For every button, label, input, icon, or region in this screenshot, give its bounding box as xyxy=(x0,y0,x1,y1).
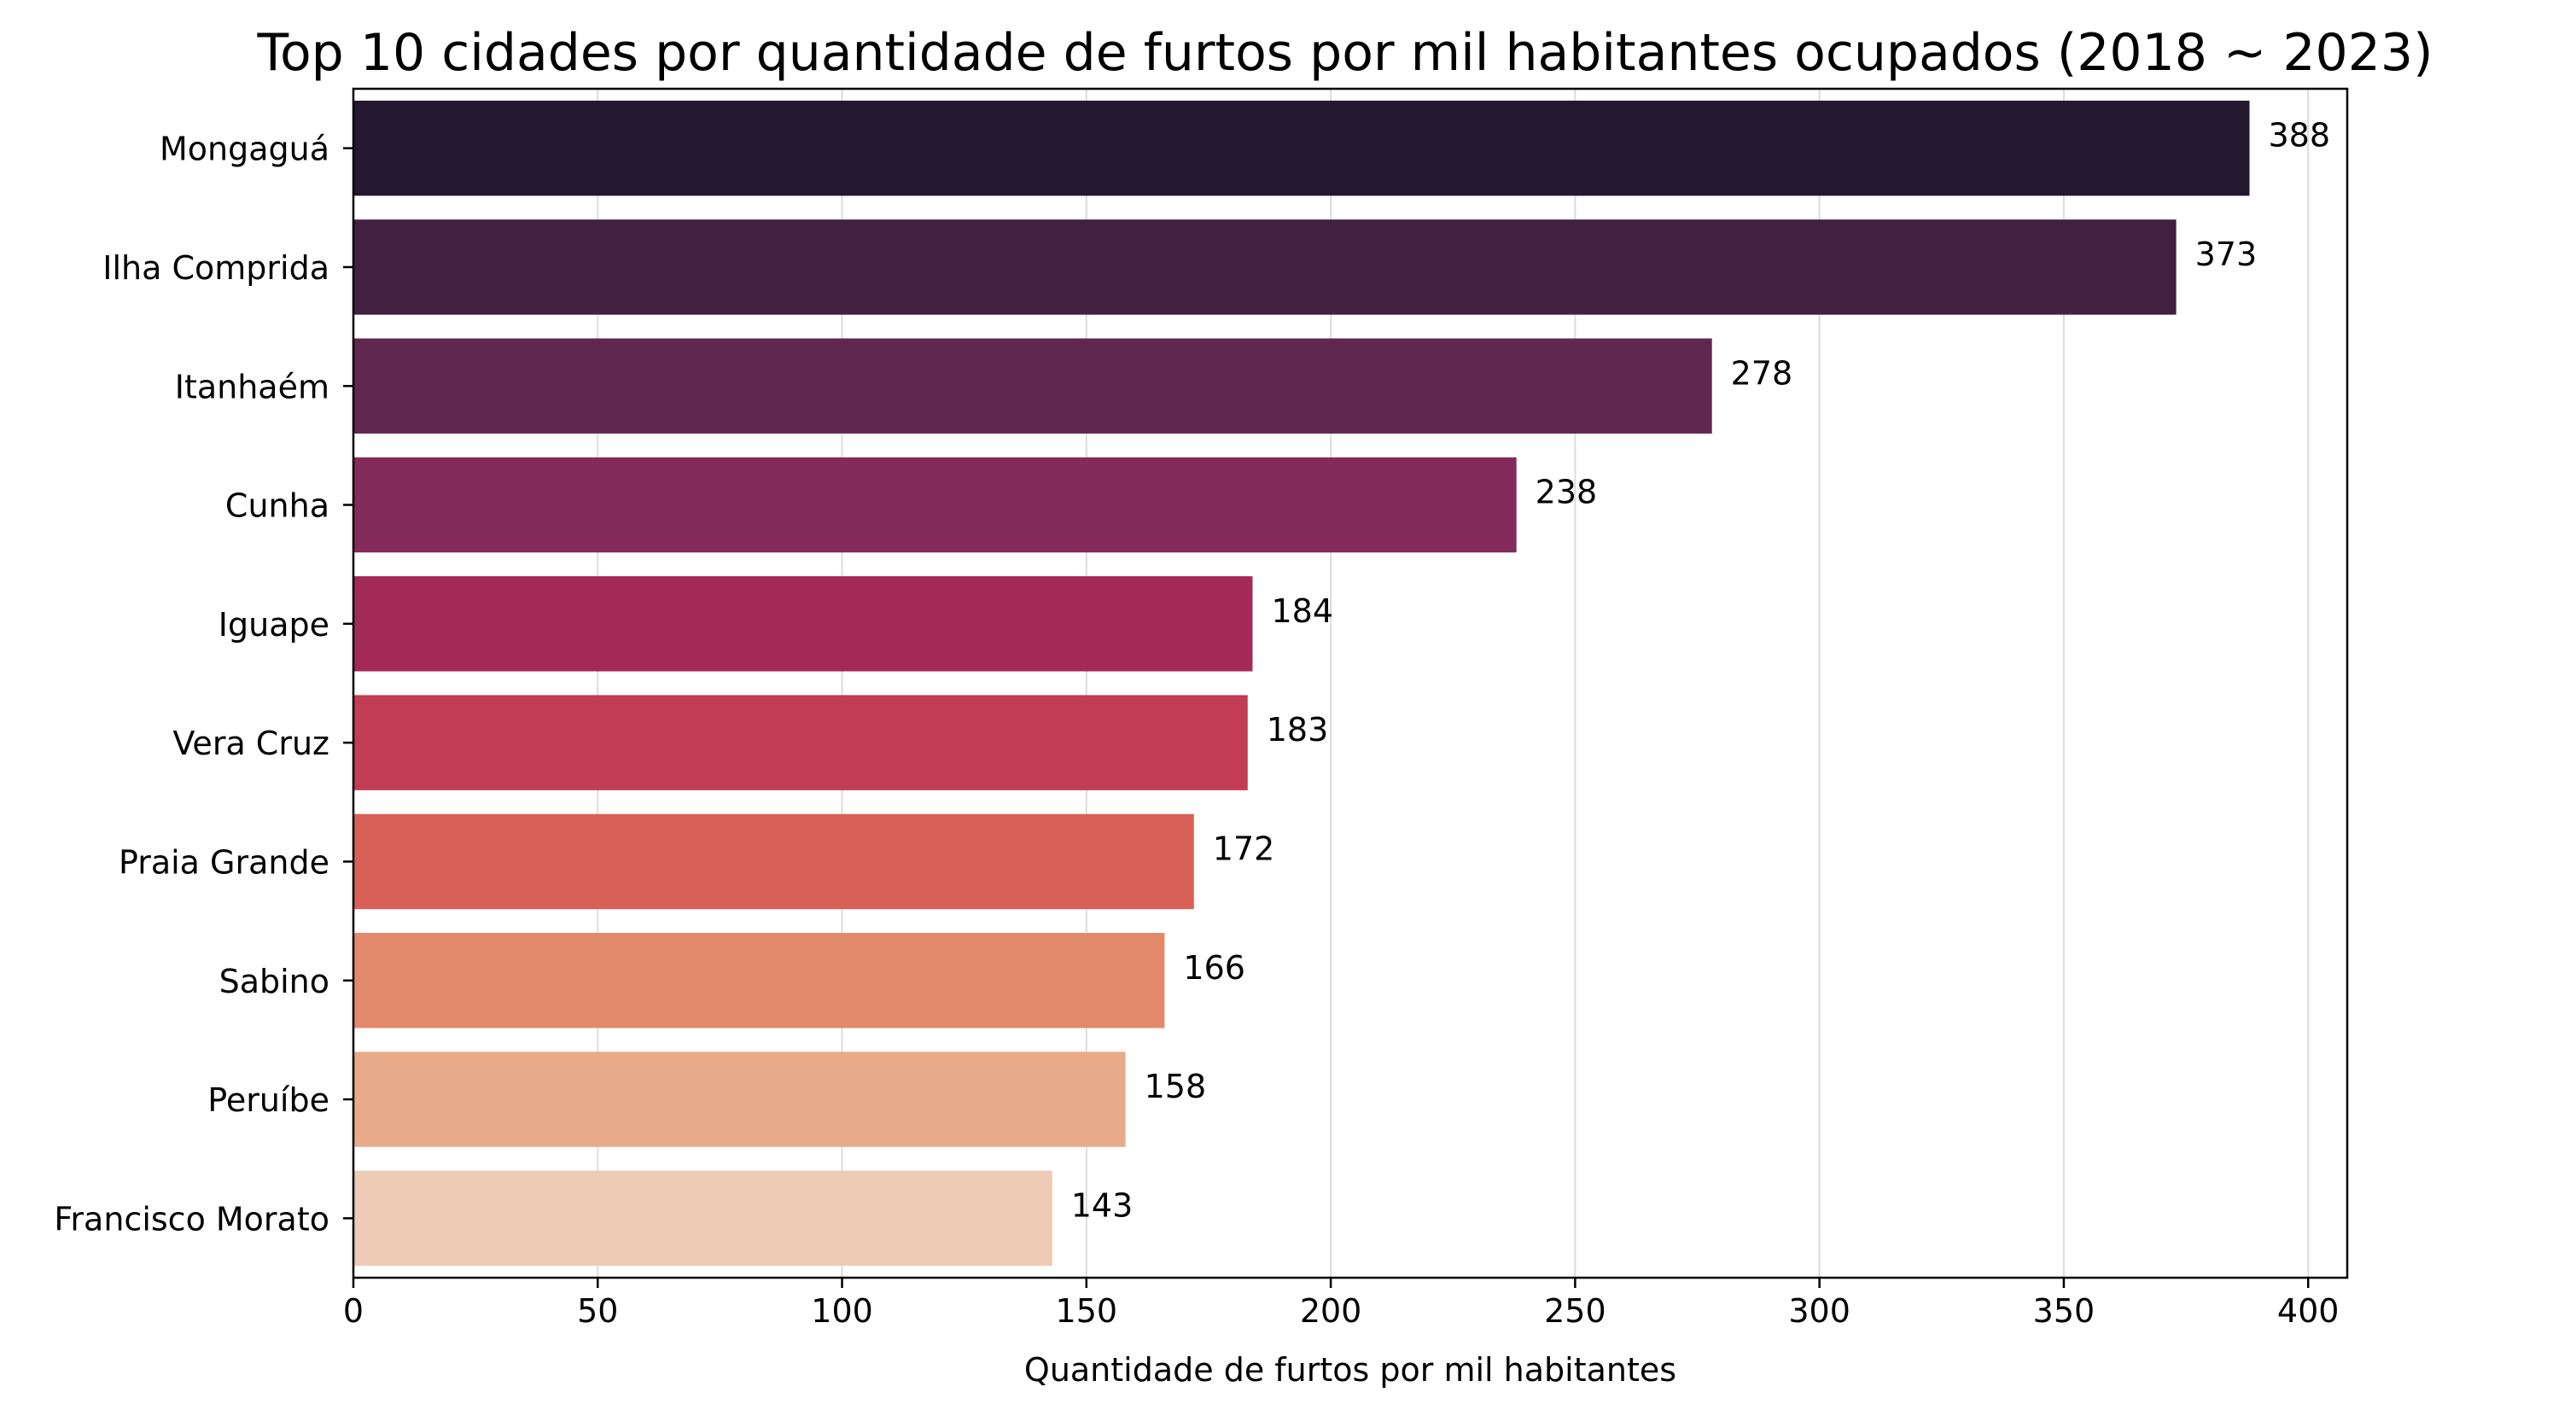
x-tick-label: 250 xyxy=(1544,1292,1606,1330)
bar xyxy=(353,457,1517,553)
bar xyxy=(353,1170,1052,1267)
y-tick-label: Vera Cruz xyxy=(172,725,329,762)
y-tick-label: Ilha Comprida xyxy=(102,249,329,287)
data-labels: 388 373 278 238 184 183 172 166 158 143 xyxy=(1071,117,2330,1225)
bar xyxy=(353,813,1194,910)
data-label: 166 xyxy=(1183,949,1245,987)
y-tick-label: Itanhaém xyxy=(175,368,329,405)
bar xyxy=(353,100,2250,196)
x-tick-label: 150 xyxy=(1056,1292,1118,1330)
data-label: 373 xyxy=(2195,236,2258,273)
data-label: 172 xyxy=(1213,830,1275,867)
data-label: 278 xyxy=(1731,354,1793,392)
bar xyxy=(353,695,1248,790)
x-tick-label: 0 xyxy=(343,1292,364,1330)
y-tick-label: Francisco Morato xyxy=(54,1200,329,1238)
bar xyxy=(353,338,1712,434)
chart-title: Top 10 cidades por quantidade de furtos … xyxy=(257,23,2433,83)
y-tick-label: Sabino xyxy=(219,963,329,1000)
y-axis: Mongaguá Ilha Comprida Itanhaém Cunha Iguape… xyxy=(54,131,353,1238)
data-label: 143 xyxy=(1071,1186,1134,1224)
x-axis: 0 50 100 150 200 250 300 350 400 xyxy=(343,1278,2340,1330)
x-tick-label: 400 xyxy=(2277,1292,2340,1330)
x-tick-label: 350 xyxy=(2033,1292,2095,1330)
data-label: 183 xyxy=(1267,711,1329,749)
x-tick-label: 100 xyxy=(811,1292,873,1330)
data-label: 388 xyxy=(2268,117,2330,154)
x-tick-label: 50 xyxy=(577,1292,618,1330)
y-tick-label: Iguape xyxy=(219,606,329,644)
data-label: 238 xyxy=(1536,474,1598,511)
bar xyxy=(353,576,1253,672)
x-tick-label: 200 xyxy=(1300,1292,1362,1330)
x-axis-title: Quantidade de furtos por mil habitantes xyxy=(1024,1351,1676,1389)
y-tick-label: Mongaguá xyxy=(160,131,329,168)
y-tick-label: Praia Grande xyxy=(119,843,329,881)
y-tick-label: Peruíbe xyxy=(207,1081,329,1119)
plot-frame xyxy=(352,87,2349,1279)
bar xyxy=(353,1052,1126,1147)
data-label: 184 xyxy=(1271,592,1333,630)
bar xyxy=(353,219,2177,315)
data-label: 158 xyxy=(1145,1068,1207,1105)
bar xyxy=(353,933,1165,1028)
y-tick-label: Cunha xyxy=(225,487,329,525)
x-tick-label: 300 xyxy=(1788,1292,1850,1330)
bars xyxy=(353,100,2250,1267)
